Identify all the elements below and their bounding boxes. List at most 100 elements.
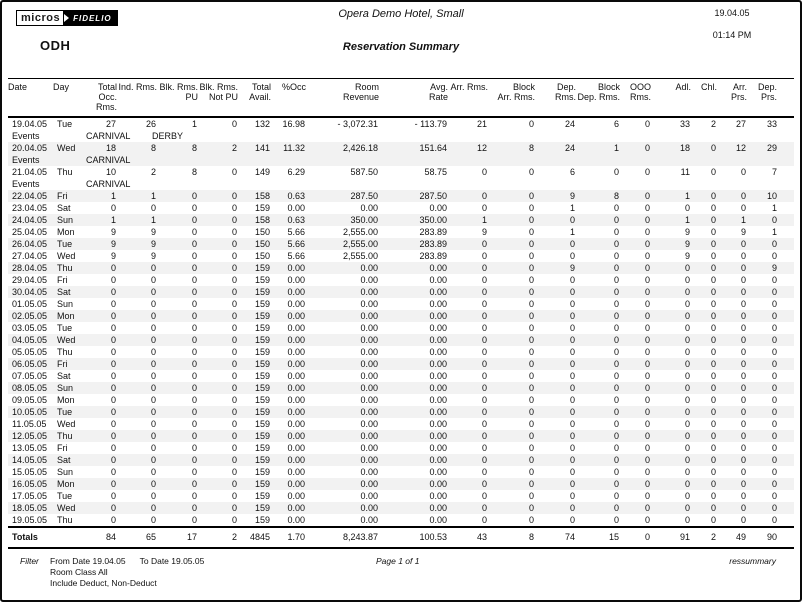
- fidelio-logo-text: FIDELIO: [64, 10, 118, 26]
- cell-chl: 0: [691, 502, 717, 514]
- cell-block_dep_rms: 0: [613, 515, 619, 525]
- cell-ind_rms: 0: [117, 334, 157, 346]
- table-row: 28.04.05 Thu 0 0 0 0 159 0.00 0.00 0.00 0 0 9 0 0 0 0 0 9: [8, 262, 794, 274]
- cell-day: Mon: [57, 395, 75, 405]
- cell-block_arr_rms: 0: [488, 502, 535, 514]
- cell-arr_rms: 0: [481, 443, 487, 453]
- cell-blk_rms_not_pu: 0: [231, 167, 237, 177]
- cell-dep_prs: 0: [771, 491, 777, 501]
- cell-pct_occ: 0.00: [287, 299, 305, 309]
- cell-day: Tue: [57, 119, 73, 129]
- cell-dep_prs: 0: [747, 358, 794, 370]
- cell-date: 30.04.05: [8, 286, 53, 298]
- cell-block_dep_rms: 0: [613, 203, 619, 213]
- cell-blk_rms_not_pu: 0: [231, 227, 237, 237]
- cell-arr_rms: 0: [481, 167, 487, 177]
- cell-adl: 9: [684, 227, 690, 237]
- cell-arr_rms: 0: [448, 310, 488, 322]
- cell-room_revenue: 0.00: [306, 454, 379, 466]
- cell-blk_rms_not_pu: 0: [231, 203, 237, 213]
- cell-pct_occ: 0.00: [271, 430, 306, 442]
- cell-adl: 0: [651, 382, 691, 394]
- cell-block_dep_rms: 0: [613, 227, 619, 237]
- cell-block_arr_rms: 0: [488, 454, 535, 466]
- cell-adl: 0: [684, 467, 690, 477]
- cell-room_revenue: 0.00: [360, 371, 378, 381]
- cell-total_occ_rms: 0: [81, 502, 117, 514]
- cell-adl: 0: [684, 419, 690, 429]
- cell-total_occ_rms: 0: [110, 299, 116, 309]
- report-table-head: Date Day Total Occ. Rms. Ind. Rms. Blk. Rms.…: [8, 78, 794, 118]
- cell-adl: 1: [651, 190, 691, 202]
- table-row: 10.05.05 Tue 0 0 0 0 159 0.00 0.00 0.00 0 0 0 0 0 0 0 0 0: [8, 406, 794, 418]
- cell-chl: 0: [710, 491, 716, 501]
- table-row: 21.04.05 Thu 10 2 8 0 149 6.29 587.50 58.75 0 0 6 0 0 1…: [8, 166, 794, 178]
- cell-total_avail: 141: [238, 142, 271, 154]
- cell-total_occ_rms: 0: [81, 382, 117, 394]
- total-block_dep_rms: 15: [576, 526, 620, 549]
- cell-ind_rms: 0: [150, 275, 156, 285]
- cell-avg_rate: 283.89: [419, 251, 447, 261]
- cell-block_dep_rms: 0: [613, 347, 619, 357]
- cell-adl: 11: [680, 167, 690, 177]
- cell-block_dep_rms: 0: [613, 443, 619, 453]
- cell-ind_rms: 0: [150, 371, 156, 381]
- cell-ooo_rms: 0: [620, 382, 651, 394]
- cell-blk_rms_not_pu: 0: [198, 214, 238, 226]
- cell-ind_rms: 0: [150, 347, 156, 357]
- table-row: 30.04.05 Sat 0 0 0 0 159 0.00 0.00 0.00 0 0 0 0 0 0 0 0 0: [8, 286, 794, 298]
- cell-adl: 0: [684, 371, 690, 381]
- cell-date: 19.04.05: [12, 119, 48, 129]
- cell-day: Thu: [53, 262, 81, 274]
- cell-total_occ_rms: 9: [110, 251, 116, 261]
- cell-dep_rms: 0: [535, 358, 576, 370]
- cell-total_avail: 159: [254, 467, 270, 477]
- cell-room_revenue: 0.00: [360, 491, 378, 501]
- cell-blk_rms_pu: 0: [157, 502, 198, 514]
- cell-pct_occ: 0.63: [271, 190, 306, 202]
- cell-total_occ_rms: 27: [105, 119, 116, 129]
- cell-pct_occ: 0.00: [287, 203, 305, 213]
- cell-arr_rms: 0: [448, 190, 488, 202]
- cell-ooo_rms: 0: [620, 358, 651, 370]
- cell-avg_rate: 0.00: [379, 262, 448, 274]
- cell-block_arr_rms: 0: [528, 515, 534, 525]
- cell-room_revenue: 0.00: [306, 286, 379, 298]
- cell-arr_rms: 0: [481, 491, 487, 501]
- cell-pct_occ: 0.00: [271, 382, 306, 394]
- cell-total_avail: 159: [238, 454, 271, 466]
- cell-room_revenue: 2,555.00: [306, 238, 379, 250]
- cell-room_revenue: 0.00: [360, 515, 378, 525]
- cell-arr_prs: 0: [717, 382, 747, 394]
- cell-adl: 33: [679, 119, 690, 129]
- cell-ooo_rms: 0: [644, 167, 650, 177]
- cell-avg_rate: - 113.79: [414, 119, 447, 129]
- cell-ooo_rms: 0: [644, 443, 650, 453]
- cell-block_dep_rms: 6: [613, 119, 619, 129]
- cell-total_avail: 159: [254, 491, 270, 501]
- cell-blk_rms_pu: 0: [157, 358, 198, 370]
- total-arr_prs: 49: [717, 526, 747, 549]
- cell-day: Sun: [57, 299, 74, 309]
- table-row: 06.05.05 Fri 0 0 0 0 159 0.00 0.00 0.00 0 0 0 0 0 0 0 0 0: [8, 358, 794, 370]
- table-row: 14.05.05 Sat 0 0 0 0 159 0.00 0.00 0.00 0 0 0 0 0 0 0 0 0: [8, 454, 794, 466]
- cell-block_dep_rms: 0: [576, 454, 620, 466]
- cell-pct_occ: 0.00: [287, 275, 305, 285]
- cell-total_occ_rms: 0: [110, 467, 116, 477]
- cell-date: 11.05.05: [12, 419, 47, 429]
- cell-pct_occ: 0.00: [271, 454, 306, 466]
- cell-total_occ_rms: 0: [110, 443, 116, 453]
- cell-total_avail: 150: [238, 238, 271, 250]
- filter-include: Include Deduct, Non-Deduct: [50, 578, 157, 588]
- cell-arr_prs: 0: [717, 358, 747, 370]
- cell-ooo_rms: 0: [620, 238, 651, 250]
- cell-total_avail: 159: [238, 478, 271, 490]
- col-header-ind_rms: Ind. Rms.: [117, 78, 157, 118]
- events-label: Events: [8, 154, 81, 166]
- cell-total_avail: 158: [238, 214, 271, 226]
- cell-arr_prs: 0: [717, 190, 747, 202]
- col-header-pct_occ: %Occ: [271, 78, 306, 118]
- cell-ind_rms: 0: [117, 406, 157, 418]
- cell-blk_rms_not_pu: 0: [231, 515, 237, 525]
- cell-total_avail: 158: [238, 190, 271, 202]
